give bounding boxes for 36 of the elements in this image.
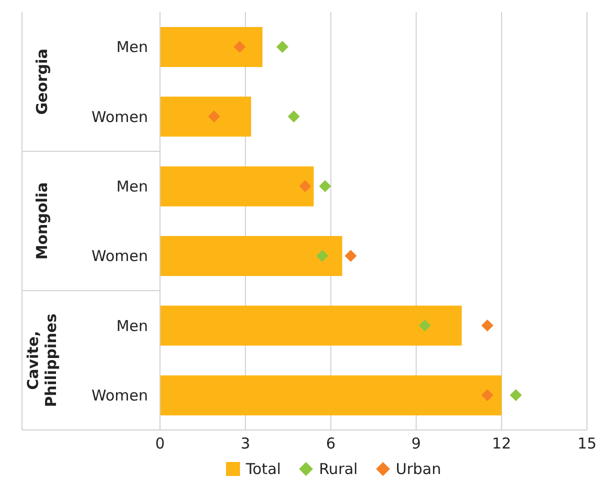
point — [316, 250, 328, 262]
bar — [160, 375, 502, 416]
y-tick-label: Men — [116, 38, 148, 56]
point — [276, 40, 288, 53]
point — [208, 110, 220, 122]
x-tick-label: 0 — [155, 434, 165, 453]
y-tick-label: Men — [116, 316, 148, 335]
y-tick-label: Women — [92, 386, 148, 404]
y-tick-label: Women — [92, 247, 148, 266]
legend-label: Total — [246, 460, 281, 478]
x-tick-label: 9 — [411, 434, 421, 453]
legend-label: Urban — [396, 460, 442, 478]
legend-label: Rural — [318, 460, 358, 478]
x-tick-label: 6 — [326, 434, 336, 453]
text: Georgia — [33, 48, 51, 115]
y-tick-label: Women — [92, 108, 148, 126]
x-tick-label: 3 — [240, 434, 250, 453]
x-tick-label: 12 — [492, 434, 512, 453]
x-tick-label: 15 — [577, 434, 597, 453]
point — [299, 180, 312, 192]
point — [510, 389, 522, 402]
y-tick-label: Men — [116, 177, 148, 196]
bar — [160, 27, 262, 67]
text: Cavite, Philippines — [24, 314, 60, 408]
bar — [160, 236, 342, 276]
bar — [160, 306, 462, 346]
point — [319, 180, 332, 192]
point — [481, 389, 494, 402]
point — [234, 40, 246, 53]
bar — [160, 96, 252, 137]
text: Mongolia — [33, 182, 51, 260]
bar — [160, 166, 314, 206]
point — [418, 320, 431, 332]
point — [288, 110, 300, 122]
point — [481, 320, 494, 332]
point — [344, 250, 357, 262]
